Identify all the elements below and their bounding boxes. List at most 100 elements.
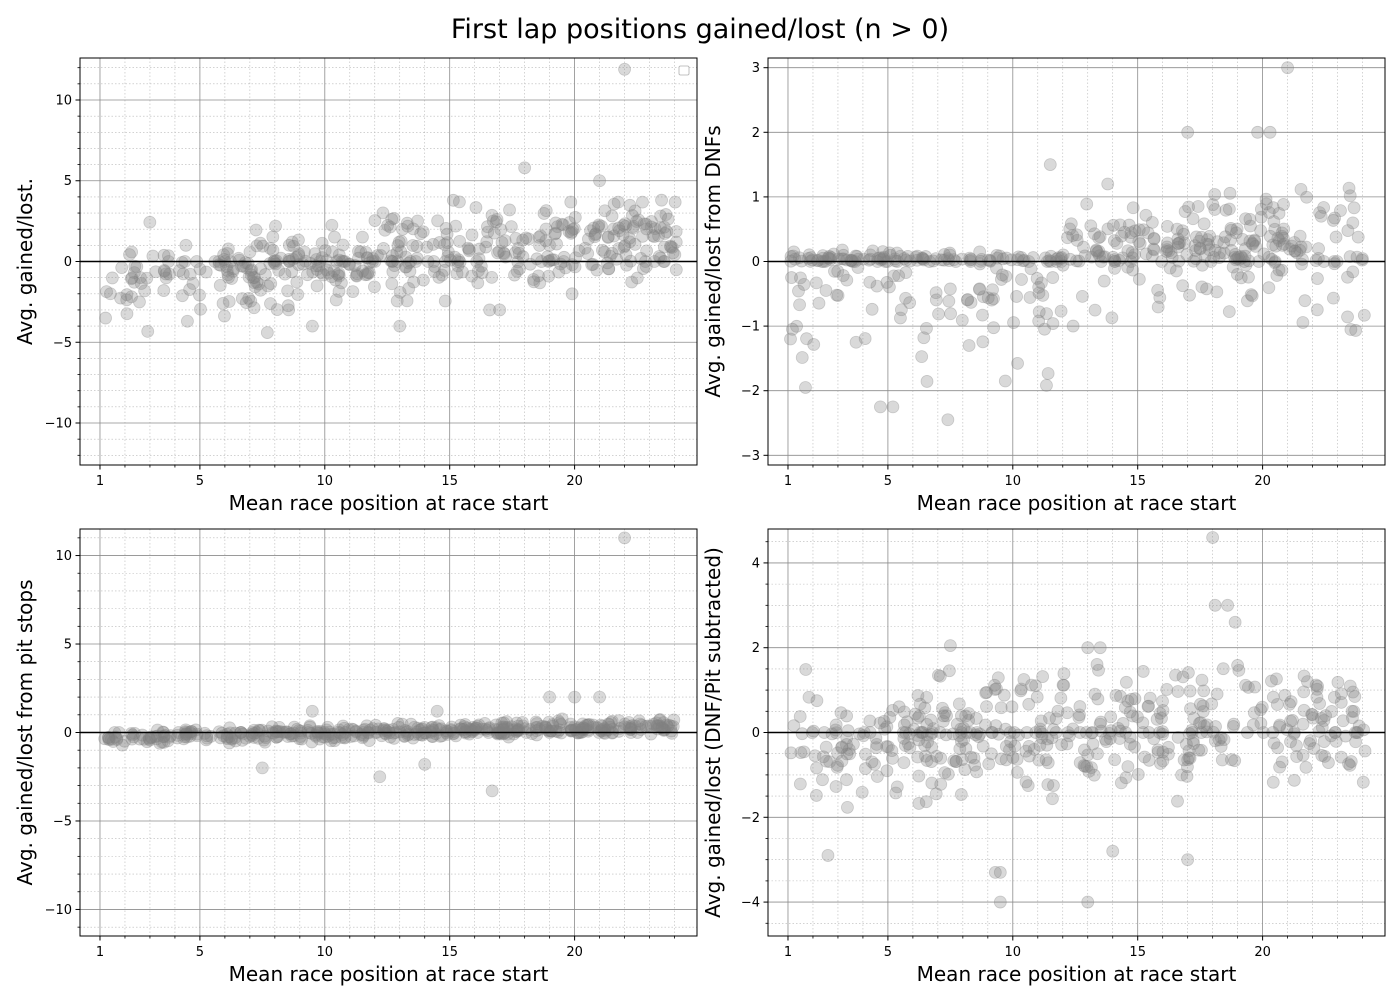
- scatter-point: [588, 230, 602, 244]
- scatter-point: [475, 266, 489, 280]
- scatter-point: [1171, 237, 1185, 251]
- scatter-point: [665, 726, 679, 740]
- scatter-point: [1160, 683, 1174, 696]
- scatter-point: [497, 722, 511, 735]
- scatter-point: [294, 730, 307, 743]
- scatter-point: [1269, 239, 1283, 253]
- scatter-point: [564, 195, 578, 209]
- scatter-point: [622, 721, 636, 735]
- scatter-point: [1328, 211, 1342, 225]
- scatter-point: [1329, 734, 1343, 748]
- scatter-point: [497, 716, 511, 730]
- scatter-point: [246, 271, 260, 285]
- scatter-point: [1345, 704, 1359, 718]
- scatter-point: [1073, 700, 1087, 713]
- scatter-point: [261, 279, 275, 293]
- scatter-point: [1176, 279, 1190, 293]
- scatter-point: [1293, 229, 1307, 243]
- scatter-point: [1101, 177, 1115, 191]
- scatter-point: [1041, 778, 1055, 792]
- scatter-point: [1171, 731, 1185, 744]
- scatter-point: [401, 219, 415, 233]
- scatter-point: [1300, 190, 1314, 204]
- scatter-point: [1171, 232, 1185, 246]
- scatter-point: [1116, 717, 1130, 730]
- scatter-point: [429, 727, 443, 741]
- scatter-point: [835, 740, 849, 754]
- scatter-point: [170, 731, 184, 745]
- scatter-point: [901, 249, 915, 263]
- scatter-point: [1266, 690, 1280, 704]
- scatter-point: [1263, 125, 1277, 139]
- scatter-point: [324, 734, 338, 748]
- scatter-point: [962, 713, 976, 727]
- scatter-point: [235, 292, 249, 305]
- scatter-point: [532, 269, 545, 283]
- scatter-point: [518, 161, 532, 175]
- scatter-point: [918, 739, 932, 753]
- scatter-point: [1356, 775, 1370, 789]
- scatter-point: [1231, 659, 1245, 672]
- scatter-point: [489, 718, 503, 732]
- scatter-point: [1077, 240, 1090, 254]
- scatter-point: [220, 260, 233, 273]
- scatter-point: [282, 238, 296, 252]
- scatter-point: [612, 714, 626, 728]
- scatter-point: [669, 235, 683, 249]
- scatter-point: [551, 714, 565, 728]
- scatter-point: [105, 271, 119, 285]
- scatter-point: [930, 749, 944, 763]
- scatter-point: [845, 253, 859, 267]
- scatter-point: [932, 668, 945, 682]
- scatter-point: [554, 718, 568, 731]
- scatter-point: [329, 273, 343, 287]
- scatter-point: [563, 216, 576, 229]
- scatter-point: [471, 276, 485, 290]
- scatter-point: [1257, 247, 1271, 261]
- scatter-point: [607, 197, 621, 211]
- scatter-point: [338, 730, 352, 744]
- scatter-point: [1136, 716, 1150, 730]
- scatter-point: [485, 270, 499, 284]
- scatter-point: [1226, 720, 1240, 733]
- scatter-point: [618, 717, 632, 731]
- scatter-point: [835, 243, 849, 257]
- scatter-point: [512, 246, 526, 260]
- scatter-point: [418, 720, 431, 734]
- scatter-point: [1003, 743, 1016, 757]
- y-tick-label: −5: [53, 336, 72, 351]
- scatter-point: [227, 262, 241, 276]
- scatter-point: [308, 247, 322, 261]
- scatter-point: [342, 257, 356, 271]
- scatter-point: [1093, 230, 1107, 244]
- scatter-point: [470, 721, 483, 735]
- scatter-point: [1024, 262, 1038, 276]
- scatter-point: [1228, 615, 1242, 629]
- scatter-point: [1267, 736, 1281, 750]
- scatter-point: [564, 724, 578, 738]
- scatter-point: [532, 230, 546, 244]
- scatter-point: [565, 723, 579, 737]
- scatter-point: [194, 302, 207, 316]
- scatter-point: [1195, 280, 1209, 294]
- scatter-point: [490, 213, 504, 226]
- scatter-point: [1073, 708, 1086, 722]
- scatter-point: [882, 280, 896, 294]
- scatter-point: [657, 240, 671, 254]
- scatter-point: [1054, 304, 1068, 318]
- scatter-point: [1277, 222, 1291, 236]
- scatter-point: [1010, 753, 1024, 766]
- scatter-point: [1224, 753, 1238, 767]
- scatter-point: [1195, 743, 1208, 757]
- scatter-point: [1136, 665, 1150, 678]
- scatter-point: [140, 735, 154, 749]
- scatter-point: [290, 275, 304, 289]
- scatter-point: [426, 237, 440, 251]
- scatter-point: [1343, 250, 1357, 264]
- scatter-point: [667, 713, 681, 727]
- scatter-point: [454, 718, 467, 732]
- scatter-point: [595, 219, 608, 233]
- scatter-point: [99, 311, 112, 325]
- scatter-point: [863, 714, 877, 728]
- scatter-point: [983, 254, 997, 267]
